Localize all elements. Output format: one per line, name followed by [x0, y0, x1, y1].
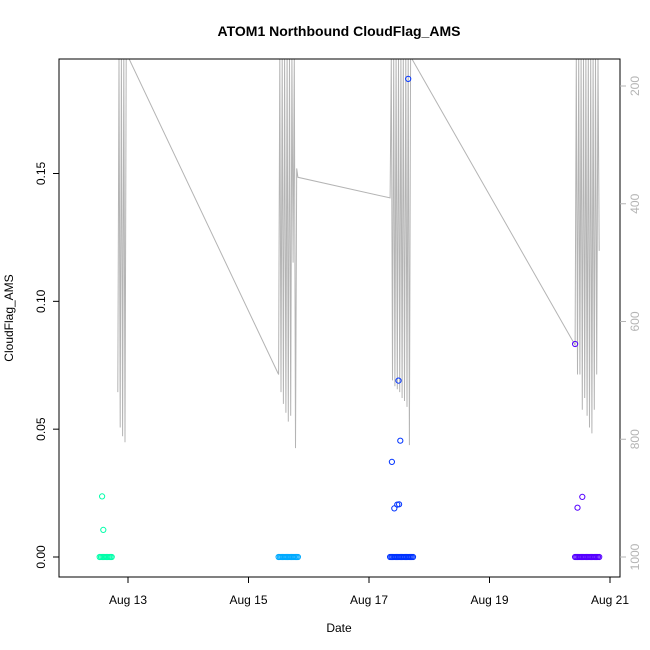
data-point — [409, 553, 417, 561]
y2-tick-label: 1000 — [628, 543, 642, 570]
data-point — [574, 504, 581, 511]
data-point — [100, 526, 107, 534]
chart-title: ATOM1 Northbound CloudFlag_AMS — [218, 23, 461, 39]
plot-frame — [58, 58, 621, 578]
y2-tick-label: 200 — [628, 76, 642, 96]
data-point — [397, 437, 404, 444]
series-1 — [96, 493, 115, 561]
data-point — [396, 501, 403, 508]
x-axis-label: Date — [326, 621, 352, 635]
data-point — [596, 553, 603, 561]
data-point — [108, 553, 115, 561]
data-point — [294, 553, 301, 561]
x-tick-label: Aug 13 — [109, 593, 147, 607]
y2-tick-label: 600 — [628, 311, 642, 331]
data-point — [388, 458, 395, 465]
x-axis: Aug 13 Aug 15 Aug 17 Aug 19 Aug 21 — [109, 577, 629, 607]
y-tick-label: 0.15 — [34, 161, 48, 185]
x-tick-label: Aug 19 — [470, 593, 508, 607]
series-4 — [572, 340, 603, 561]
series-3 — [387, 75, 417, 561]
secondary-y-axis: 200 400 600 800 1000 — [620, 76, 642, 570]
x-tick-label: Aug 17 — [350, 593, 388, 607]
x-tick-label: Aug 21 — [591, 593, 629, 607]
secondary-series-line — [117, 59, 600, 449]
data-point — [572, 340, 579, 348]
y-axis-label: CloudFlag_AMS — [2, 274, 16, 361]
y-axis: 0.00 0.05 0.10 0.15 — [34, 161, 59, 569]
data-point — [405, 75, 412, 83]
data-point — [99, 493, 106, 500]
y-tick-label: 0.05 — [34, 417, 48, 441]
data-point — [579, 493, 586, 500]
plot-area — [96, 59, 603, 561]
data-point — [391, 505, 398, 512]
x-tick-label: Aug 15 — [229, 593, 267, 607]
y-tick-label: 0.10 — [34, 289, 48, 313]
y-tick-label: 0.00 — [34, 545, 48, 569]
y2-tick-label: 800 — [628, 429, 642, 449]
series-2 — [275, 553, 301, 561]
data-point — [395, 377, 402, 384]
y2-tick-label: 400 — [628, 193, 642, 213]
